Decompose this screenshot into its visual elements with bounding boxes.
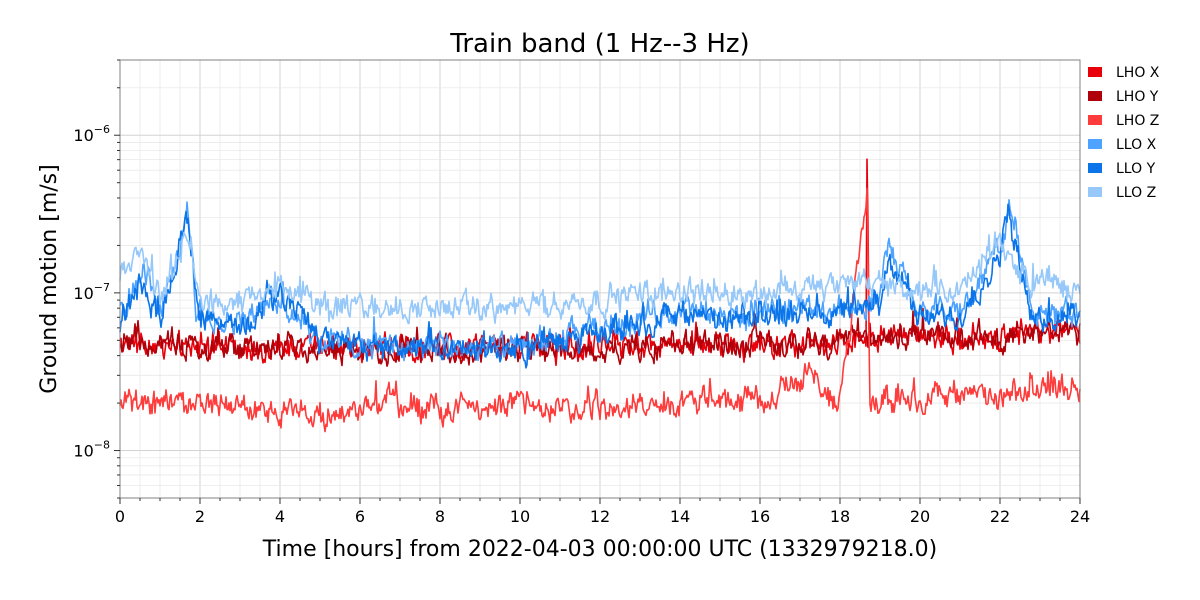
series-layer bbox=[119, 158, 1081, 433]
x-tick-label: 12 bbox=[590, 507, 610, 526]
legend-label: LHO Y bbox=[1116, 89, 1159, 105]
series-line bbox=[119, 307, 1081, 367]
legend-label: LHO X bbox=[1116, 65, 1160, 81]
series-line bbox=[119, 198, 1081, 362]
x-tick-label: 8 bbox=[435, 507, 445, 526]
x-tick-label: 4 bbox=[275, 507, 285, 526]
legend-swatch bbox=[1088, 139, 1102, 149]
x-tick-label: 6 bbox=[355, 507, 365, 526]
x-tick-label: 18 bbox=[830, 507, 850, 526]
x-tick-label: 20 bbox=[910, 507, 930, 526]
legend-label: LLO Z bbox=[1116, 185, 1156, 201]
series-line bbox=[119, 187, 1081, 433]
legend: LHO X LHO Y LHO Z LLO X LLO Y LLO Z bbox=[1088, 65, 1160, 201]
legend-label: LLO X bbox=[1116, 137, 1157, 153]
legend-swatch bbox=[1088, 67, 1102, 77]
x-tick-label: 2 bbox=[195, 507, 205, 526]
legend-swatch bbox=[1088, 187, 1102, 197]
legend-label: LHO Z bbox=[1116, 113, 1159, 129]
series-line bbox=[119, 231, 1081, 325]
y-tick-label: 10−8 bbox=[73, 439, 110, 461]
legend-label: LLO Y bbox=[1116, 161, 1156, 177]
y-axis-label: Ground motion [m/s] bbox=[37, 164, 62, 393]
y-tick-label: 10−7 bbox=[73, 281, 110, 303]
x-tick-label: 0 bbox=[115, 507, 125, 526]
chart-title: Train band (1 Hz--3 Hz) bbox=[449, 29, 749, 59]
y-tick-label: 10−6 bbox=[73, 123, 110, 145]
x-tick-label: 14 bbox=[670, 507, 690, 526]
x-tick-label: 10 bbox=[510, 507, 530, 526]
legend-swatch bbox=[1088, 163, 1102, 173]
legend-swatch bbox=[1088, 115, 1102, 125]
x-tick-label: 16 bbox=[750, 507, 770, 526]
series-line bbox=[119, 203, 1081, 369]
x-tick-label: 22 bbox=[990, 507, 1010, 526]
x-axis-label: Time [hours] from 2022-04-03 00:00:00 UT… bbox=[262, 537, 937, 562]
x-tick-label: 24 bbox=[1070, 507, 1090, 526]
legend-swatch bbox=[1088, 91, 1102, 101]
